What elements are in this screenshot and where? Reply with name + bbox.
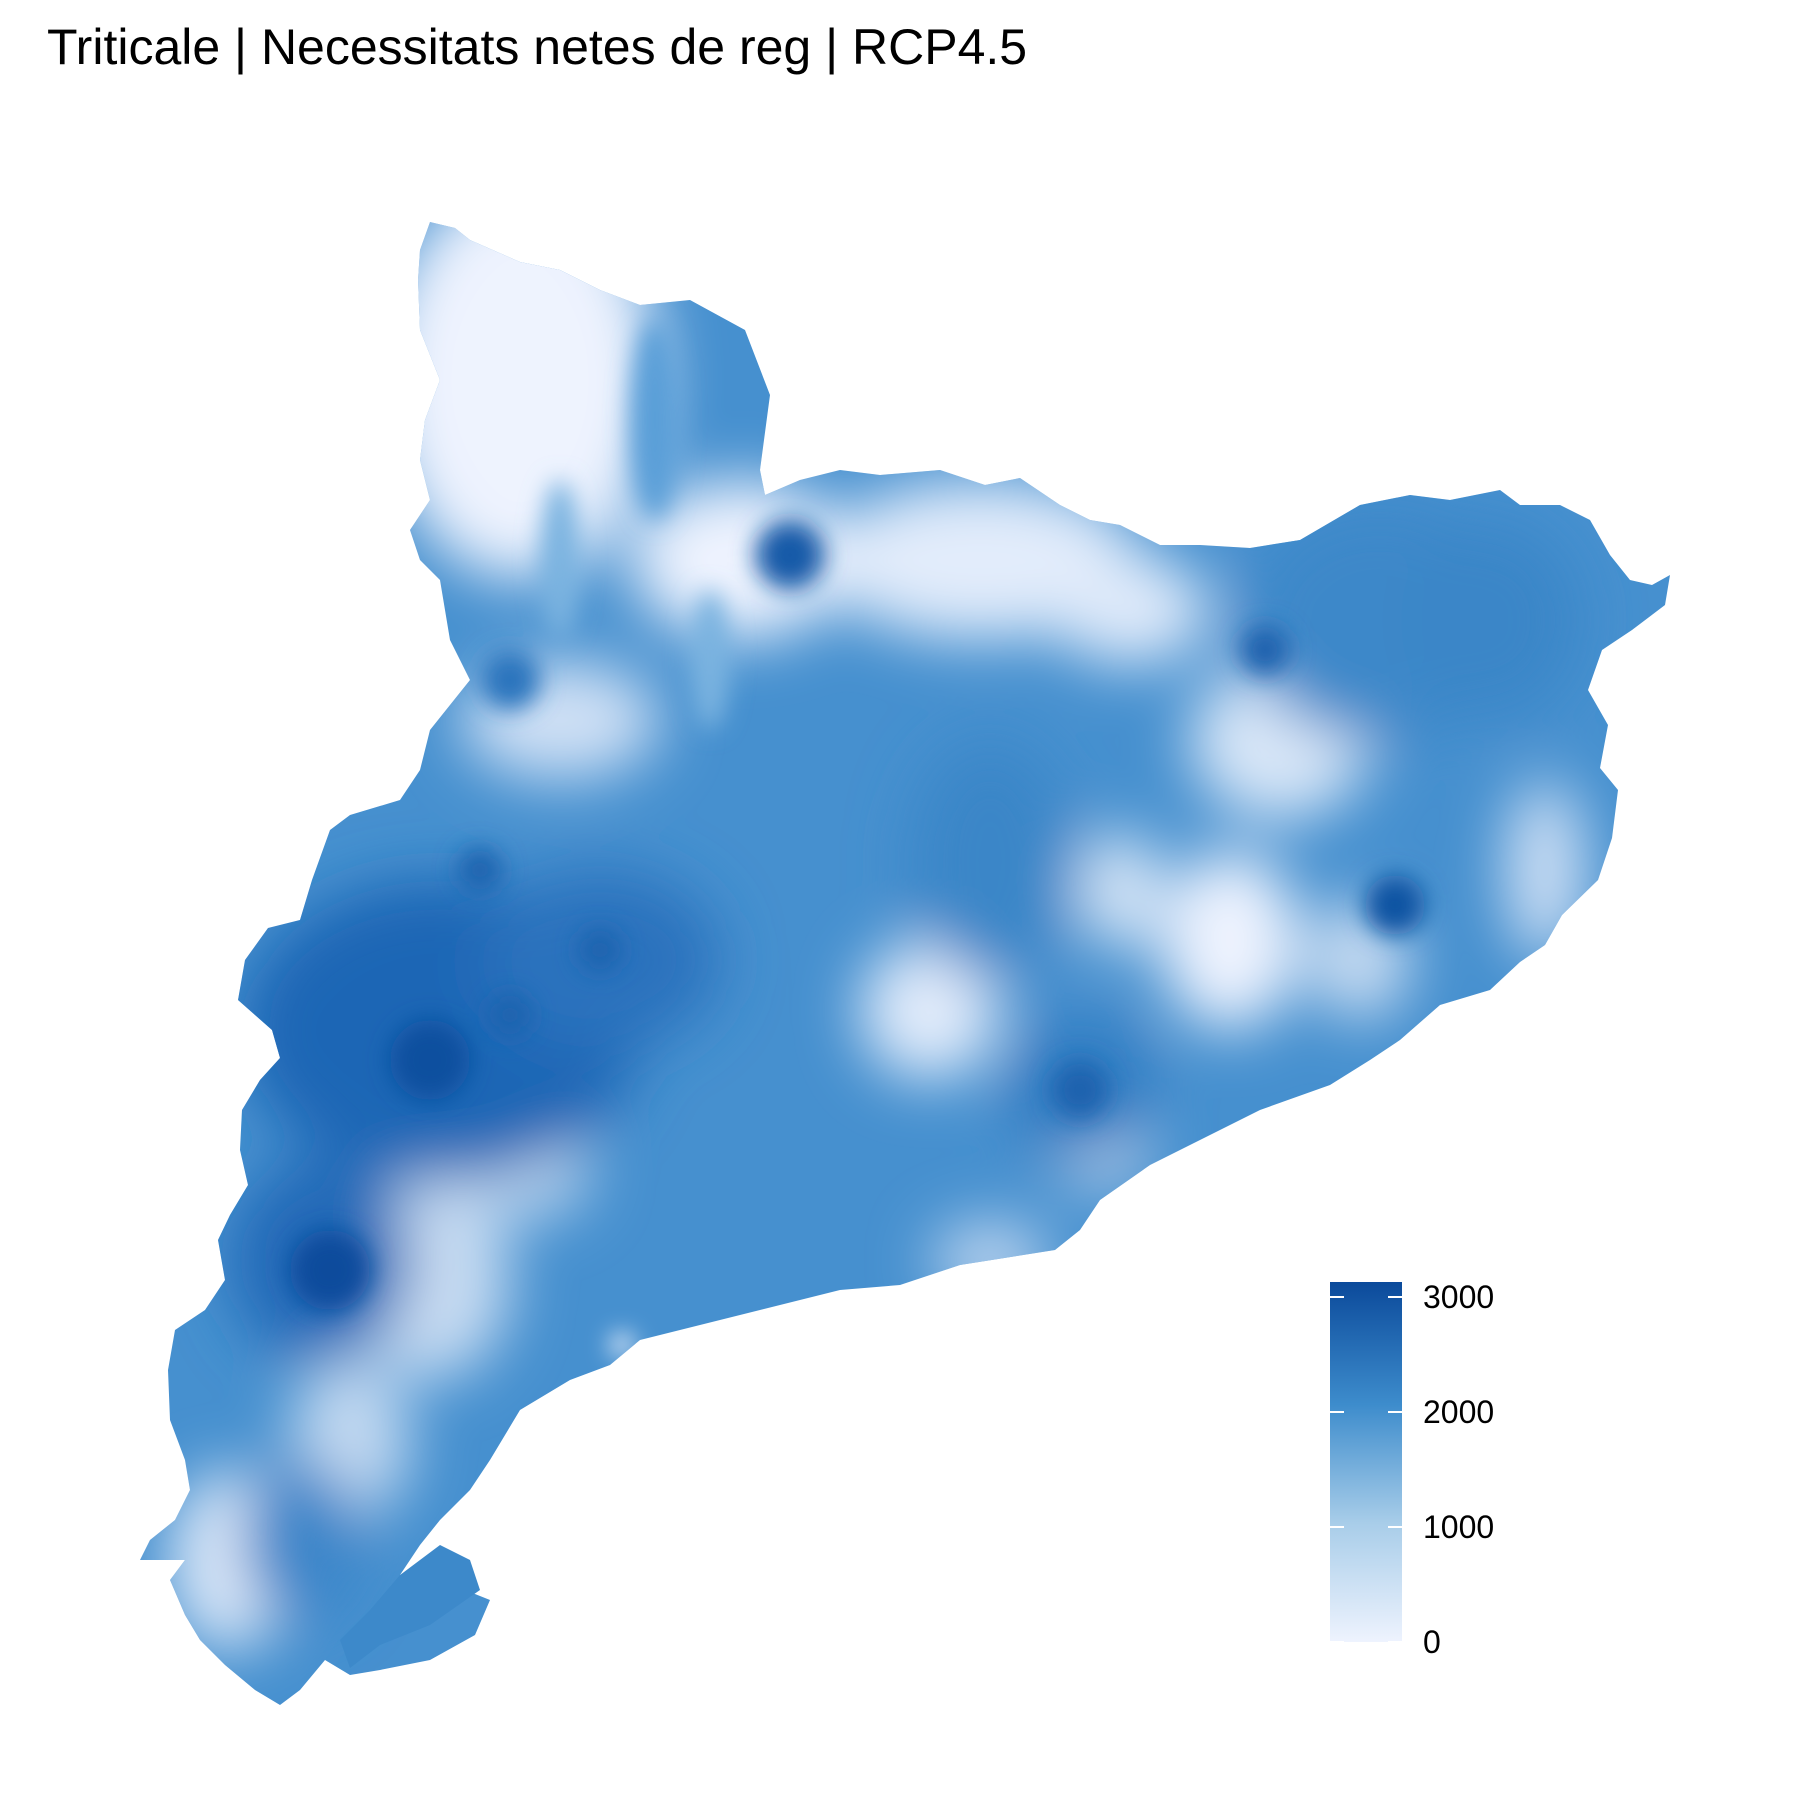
map-title: Triticale | Necessitats netes de reg | R…	[47, 19, 1028, 75]
legend-tick-label: 3000	[1423, 1279, 1494, 1315]
legend-tick-label: 1000	[1423, 1509, 1494, 1545]
legend-tick-label: 0	[1423, 1624, 1441, 1660]
legend-tick-label: 2000	[1423, 1394, 1494, 1430]
ebro-delta	[340, 1545, 480, 1668]
catalonia-raster	[140, 222, 1670, 1705]
color-legend: 3000 2000 1000 0	[1330, 1279, 1494, 1660]
legend-colorbar	[1330, 1282, 1402, 1642]
